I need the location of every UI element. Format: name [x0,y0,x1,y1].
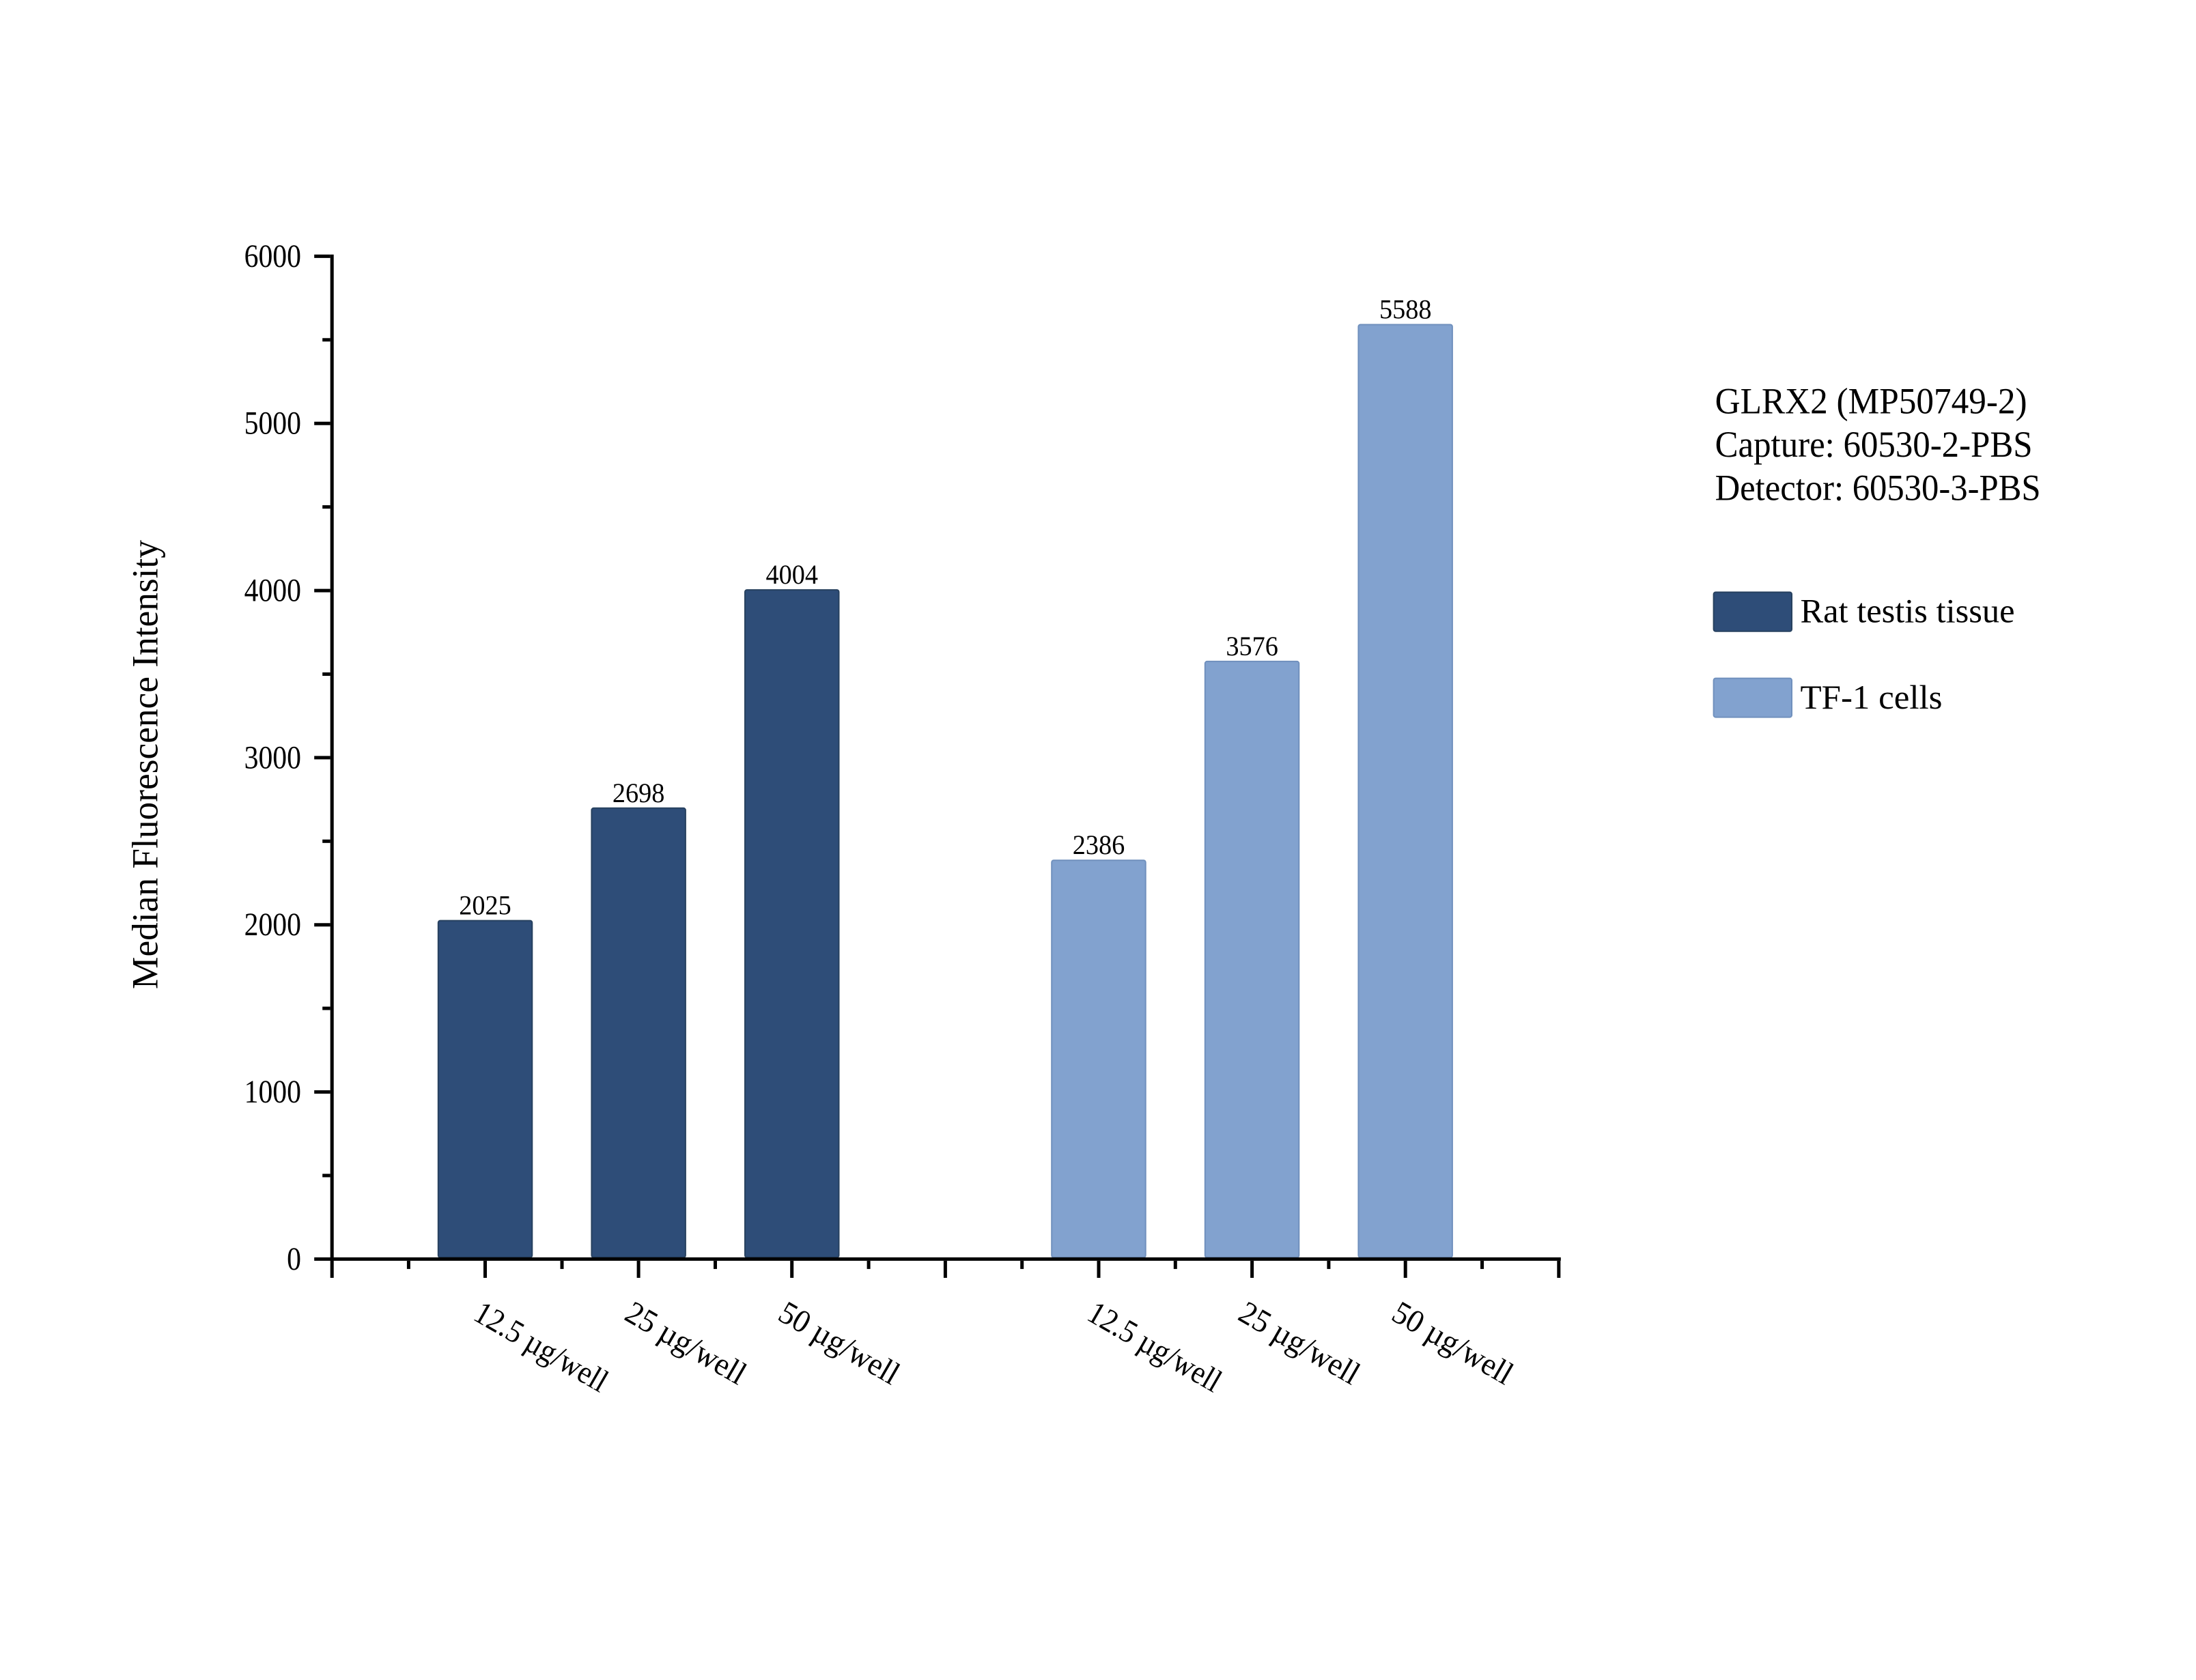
svg-text:5588: 5588 [1379,294,1432,325]
svg-text:0: 0 [287,1242,301,1277]
svg-text:4000: 4000 [244,573,301,609]
svg-text:2000: 2000 [244,907,301,943]
svg-text:1000: 1000 [244,1074,301,1110]
svg-text:Rat testis tissue: Rat testis tissue [1801,592,2015,630]
svg-text:3000: 3000 [244,740,301,775]
svg-text:6000: 6000 [244,239,301,274]
svg-text:2025: 2025 [459,890,511,921]
svg-text:3576: 3576 [1226,631,1278,661]
svg-text:4004: 4004 [765,559,818,590]
svg-text:2698: 2698 [613,778,665,808]
svg-text:Detector: 60530-3-PBS: Detector: 60530-3-PBS [1715,467,2041,509]
svg-text:Median Fluorescence Intensity: Median Fluorescence Intensity [124,539,166,989]
svg-text:TF-1 cells: TF-1 cells [1801,678,1943,716]
svg-text:GLRX2 (MP50749-2): GLRX2 (MP50749-2) [1715,380,2027,422]
svg-text:5000: 5000 [244,406,301,442]
svg-text:2386: 2386 [1073,829,1125,860]
svg-text:Capture: 60530-2-PBS: Capture: 60530-2-PBS [1715,423,2033,465]
